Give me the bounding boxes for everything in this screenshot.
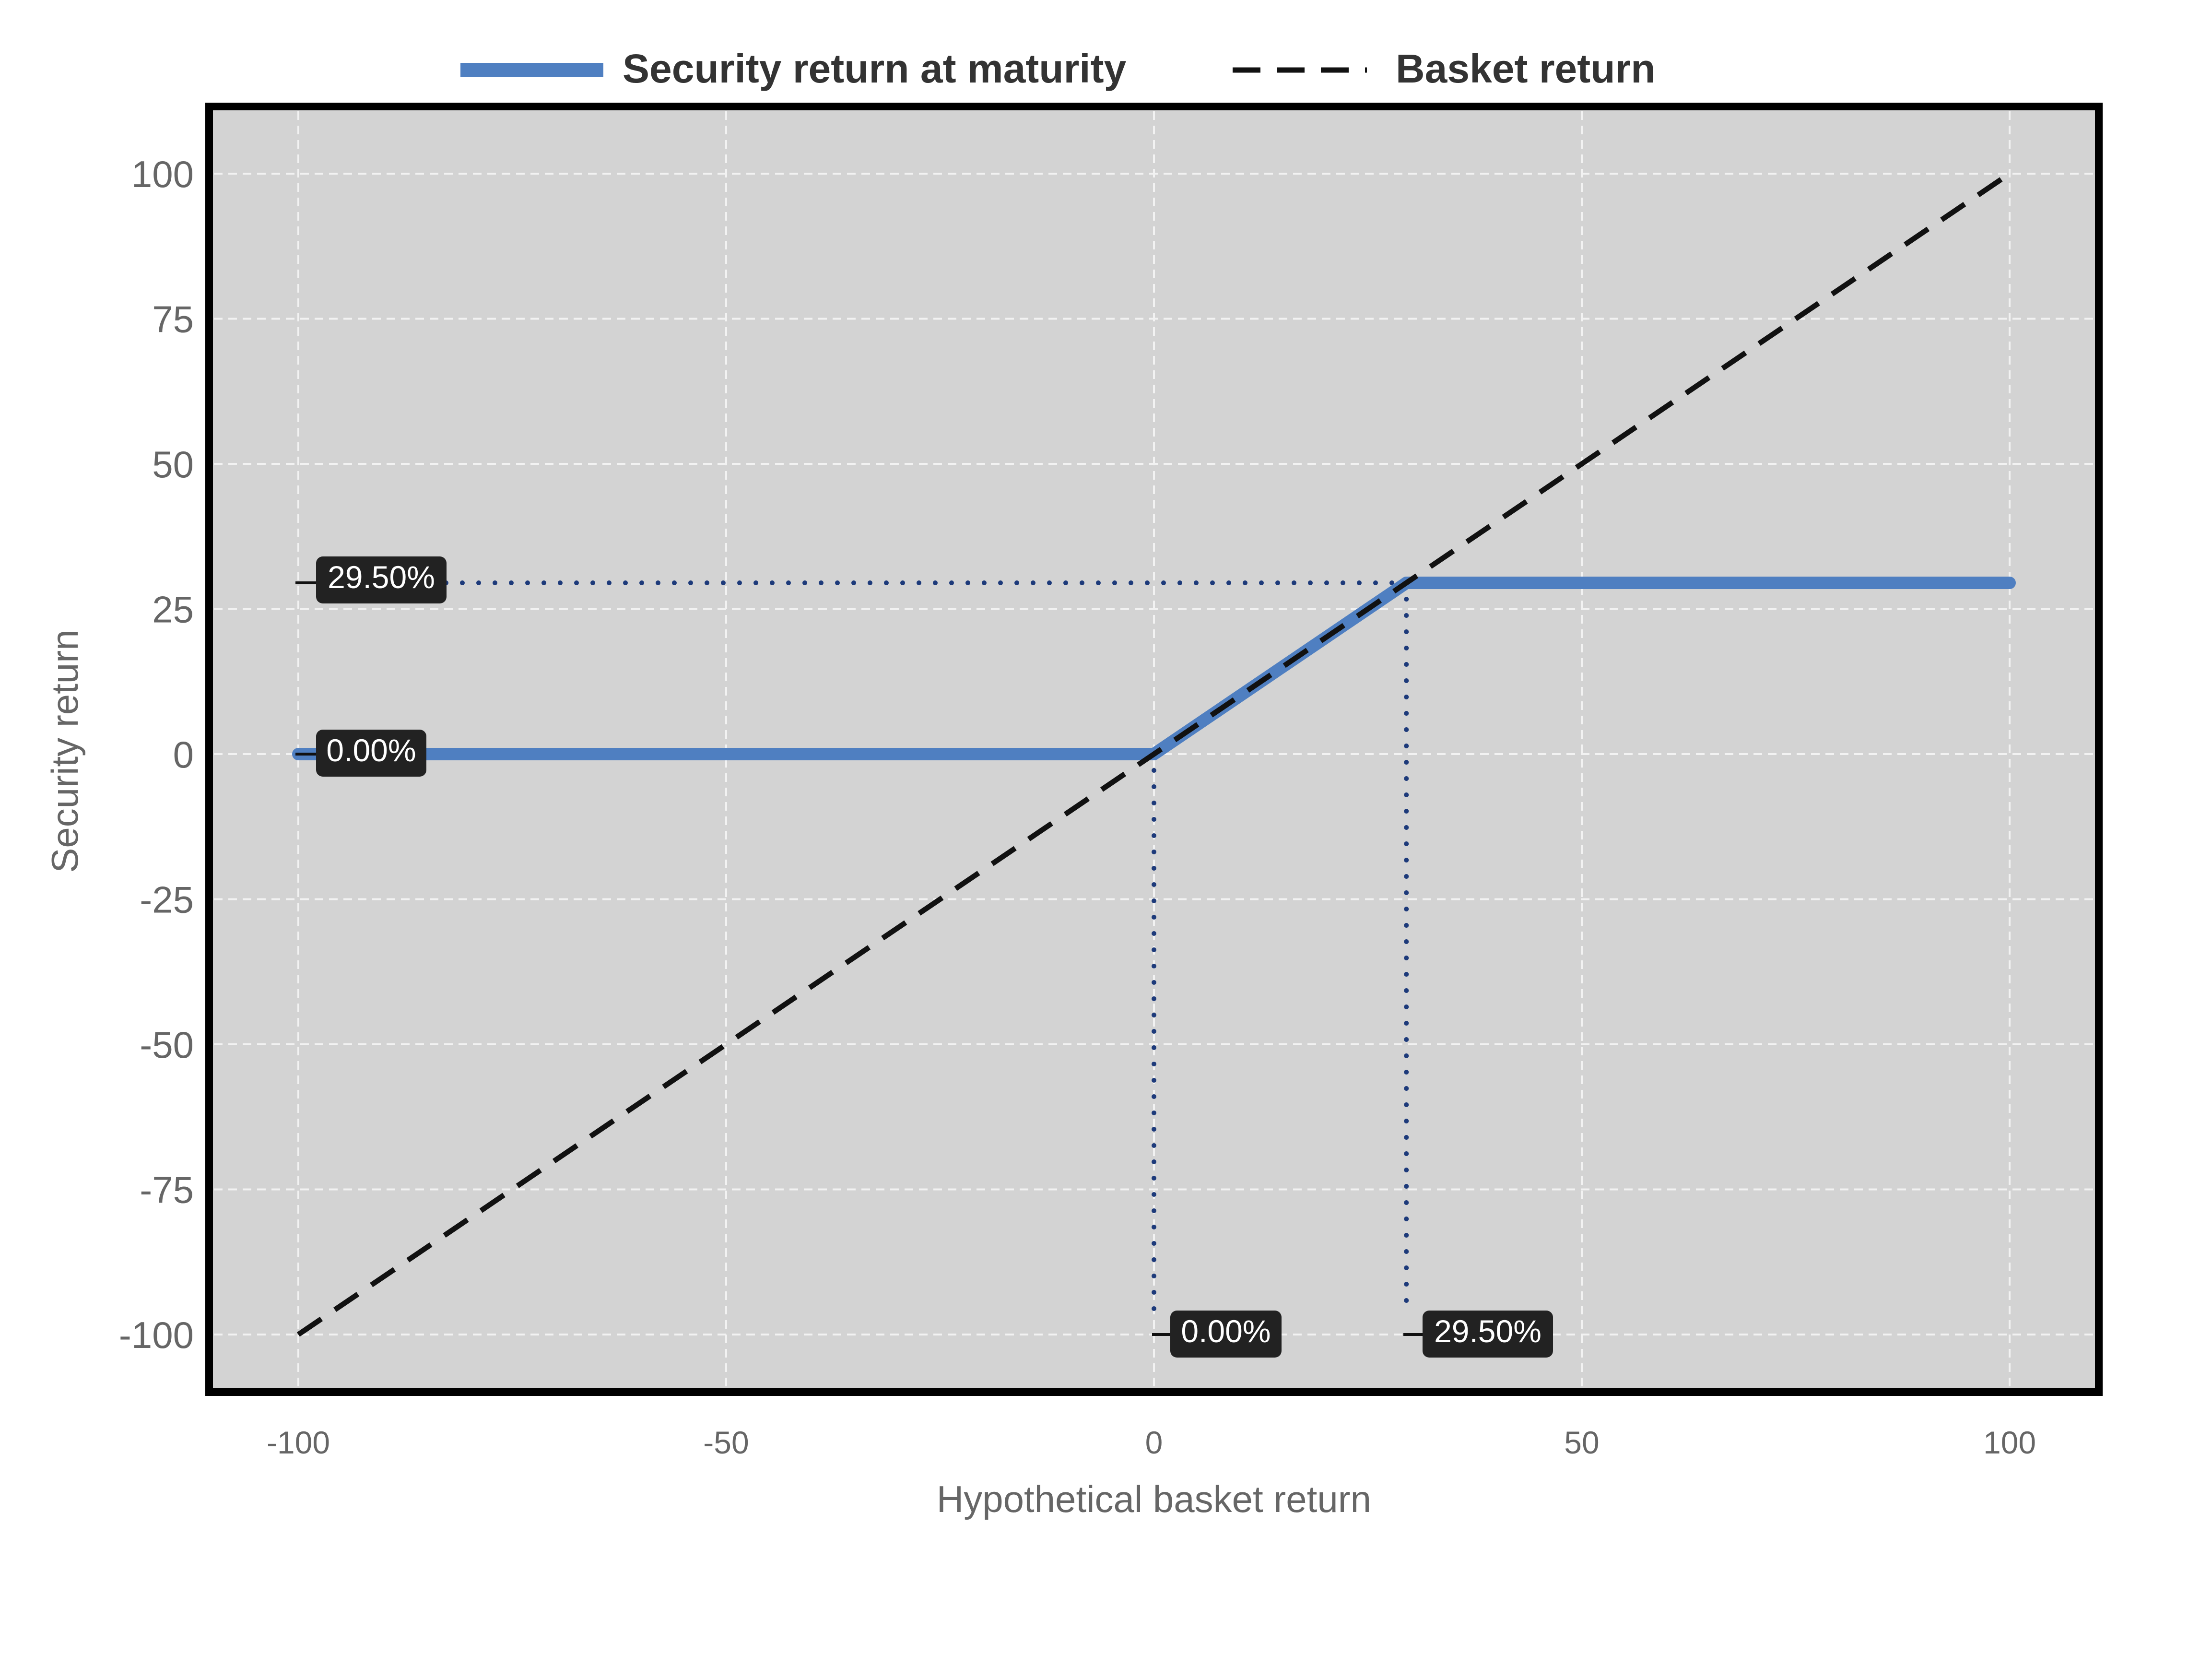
y-tick-label: 0 [173,733,194,776]
y-tick-label: 100 [131,153,194,195]
legend-label-security-return: Security return at maturity [623,46,1127,91]
x-tick-label: 100 [1983,1425,2036,1460]
axes: 100 75 50 25 0 -25 -50 -75 -100 -100 -50 0 50 100 Hypo… [44,153,2036,1520]
legend-label-basket-return: Basket return [1396,46,1656,91]
series-line-basket-return [296,171,2012,1337]
x-tick-label: 50 [1564,1425,1599,1460]
annotation-label-text: 29.50% [1434,1313,1541,1349]
x-tick-label: 0 [1145,1425,1163,1460]
y-tick-label: 25 [152,589,194,631]
annotation-label-text: 29.50% [328,559,435,595]
annotation-label-box [316,556,447,603]
y-tick-label: 50 [152,443,194,485]
annotation-label-box [316,730,426,777]
x-axis-title: Hypothetical basket return [937,1478,1371,1520]
y-tick-label: -25 [140,879,194,921]
x-tick-label: -50 [703,1425,749,1460]
y-tick-label: -50 [140,1024,194,1066]
annotation-label-text: 0.00% [1181,1313,1271,1349]
y-axis-title: Security return [44,629,86,873]
annotation-label-box [1423,1311,1553,1358]
y-tick-label: 75 [152,298,194,341]
annotation-label-box [1170,1311,1282,1358]
annotation-label-text: 0.00% [326,732,416,768]
x-tick-label: -100 [267,1425,330,1460]
y-tick-label: -75 [140,1169,194,1211]
plot-frame [205,103,2103,1396]
legend: Security return at maturity Basket return [460,46,1656,91]
plot-area: 29.50% 0.00% 0.00% 29.50% [205,103,2103,1396]
series-line-security-return [292,577,2016,760]
y-tick-label: -100 [119,1314,194,1356]
